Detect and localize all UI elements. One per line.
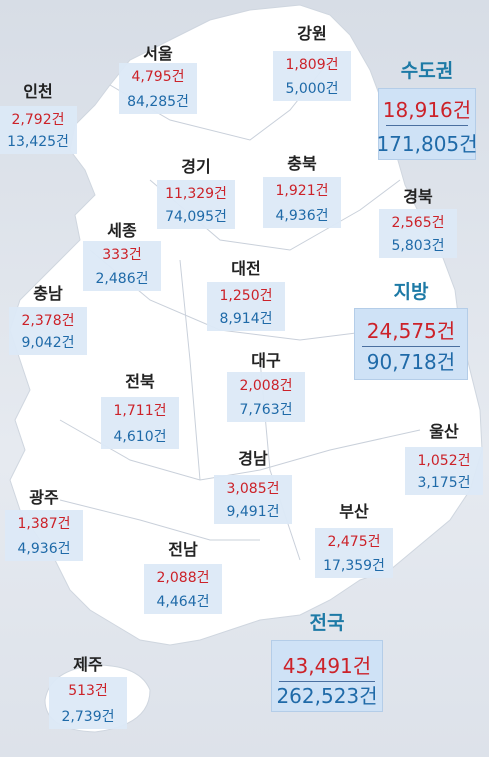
region-count: 2,565건	[391, 215, 445, 231]
region-count: 4,795건	[131, 69, 185, 85]
value-box	[315, 528, 393, 578]
value-box	[83, 241, 161, 291]
value-box	[5, 510, 83, 561]
region-amount: 17,359건	[323, 558, 385, 574]
region-amount: 13,425건	[7, 134, 69, 150]
value-box	[227, 372, 305, 422]
value-box	[49, 677, 127, 729]
region-name: 경북	[403, 187, 433, 206]
region-name: 전남	[168, 540, 198, 559]
summary-count: 18,916건	[382, 98, 472, 122]
region-count: 1,387건	[17, 516, 71, 532]
value-box	[119, 63, 197, 114]
value-box	[101, 397, 179, 449]
region-amount: 7,763건	[239, 402, 293, 418]
region-count: 333건	[102, 247, 142, 263]
region-amount: 3,175건	[417, 475, 471, 491]
region-name: 울산	[429, 422, 459, 441]
summary-box	[271, 640, 383, 712]
region-amount: 8,914건	[219, 311, 273, 327]
value-box	[379, 209, 457, 258]
region-count: 1,250건	[219, 288, 273, 304]
summary-box	[354, 308, 468, 380]
region-name: 충남	[33, 284, 63, 303]
value-box	[9, 307, 87, 355]
region-name: 인천	[23, 82, 53, 101]
summary-separator	[362, 346, 460, 347]
region-amount: 4,610건	[113, 429, 167, 445]
region-amount: 9,042건	[21, 335, 75, 351]
region-count: 2,792건	[11, 112, 65, 128]
summary-title: 수도권	[400, 60, 454, 82]
summary-title: 지방	[393, 281, 429, 303]
region-count: 1,052건	[417, 453, 471, 469]
region-amount: 9,491건	[226, 504, 280, 520]
region-amount: 2,739건	[61, 709, 115, 725]
summary-amount: 171,805건	[376, 132, 478, 156]
region-name: 충북	[287, 154, 317, 173]
region-name: 강원	[297, 24, 327, 43]
region-name: 제주	[73, 655, 103, 674]
region-amount: 4,936건	[17, 541, 71, 557]
region-amount: 5,000건	[285, 81, 339, 97]
region-name: 광주	[29, 488, 59, 507]
region-amount: 84,285건	[127, 94, 189, 110]
region-count: 1,921건	[275, 183, 329, 199]
region-count: 2,475건	[327, 534, 381, 550]
region-name: 경기	[181, 157, 211, 176]
region-count: 2,088건	[156, 570, 210, 586]
summary-separator	[386, 125, 468, 126]
summary-separator	[279, 681, 375, 682]
summary-count: 43,491건	[282, 654, 372, 678]
value-box	[214, 475, 292, 524]
region-count: 2,378건	[21, 313, 75, 329]
summary-count: 24,575건	[366, 319, 456, 343]
region-amount: 5,803건	[391, 238, 445, 254]
region-amount: 4,936건	[275, 208, 329, 224]
value-box	[0, 106, 77, 154]
region-count: 1,809건	[285, 57, 339, 73]
region-name: 경남	[238, 449, 268, 468]
region-name: 서울	[143, 44, 173, 63]
region-name: 대전	[231, 259, 261, 278]
region-count: 11,329건	[165, 186, 227, 202]
region-count: 2,008건	[239, 378, 293, 394]
summary-box	[378, 88, 476, 160]
value-box	[157, 180, 235, 229]
value-box	[144, 564, 222, 614]
value-box	[263, 177, 341, 228]
region-amount: 4,464건	[156, 594, 210, 610]
region-name: 부산	[339, 502, 369, 521]
region-name: 대구	[251, 351, 281, 370]
summary-title: 전국	[309, 612, 345, 634]
summary-amount: 262,523건	[276, 684, 378, 708]
value-box	[207, 282, 285, 331]
value-box	[405, 447, 483, 495]
region-name: 세종	[107, 221, 137, 240]
region-amount: 2,486건	[95, 271, 149, 287]
region-count: 3,085건	[226, 481, 280, 497]
region-amount: 74,095건	[165, 209, 227, 225]
region-count: 513건	[68, 683, 108, 699]
region-name: 전북	[125, 372, 155, 391]
region-count: 1,711건	[113, 403, 167, 419]
value-box	[273, 51, 351, 101]
summary-amount: 90,718건	[366, 350, 456, 374]
